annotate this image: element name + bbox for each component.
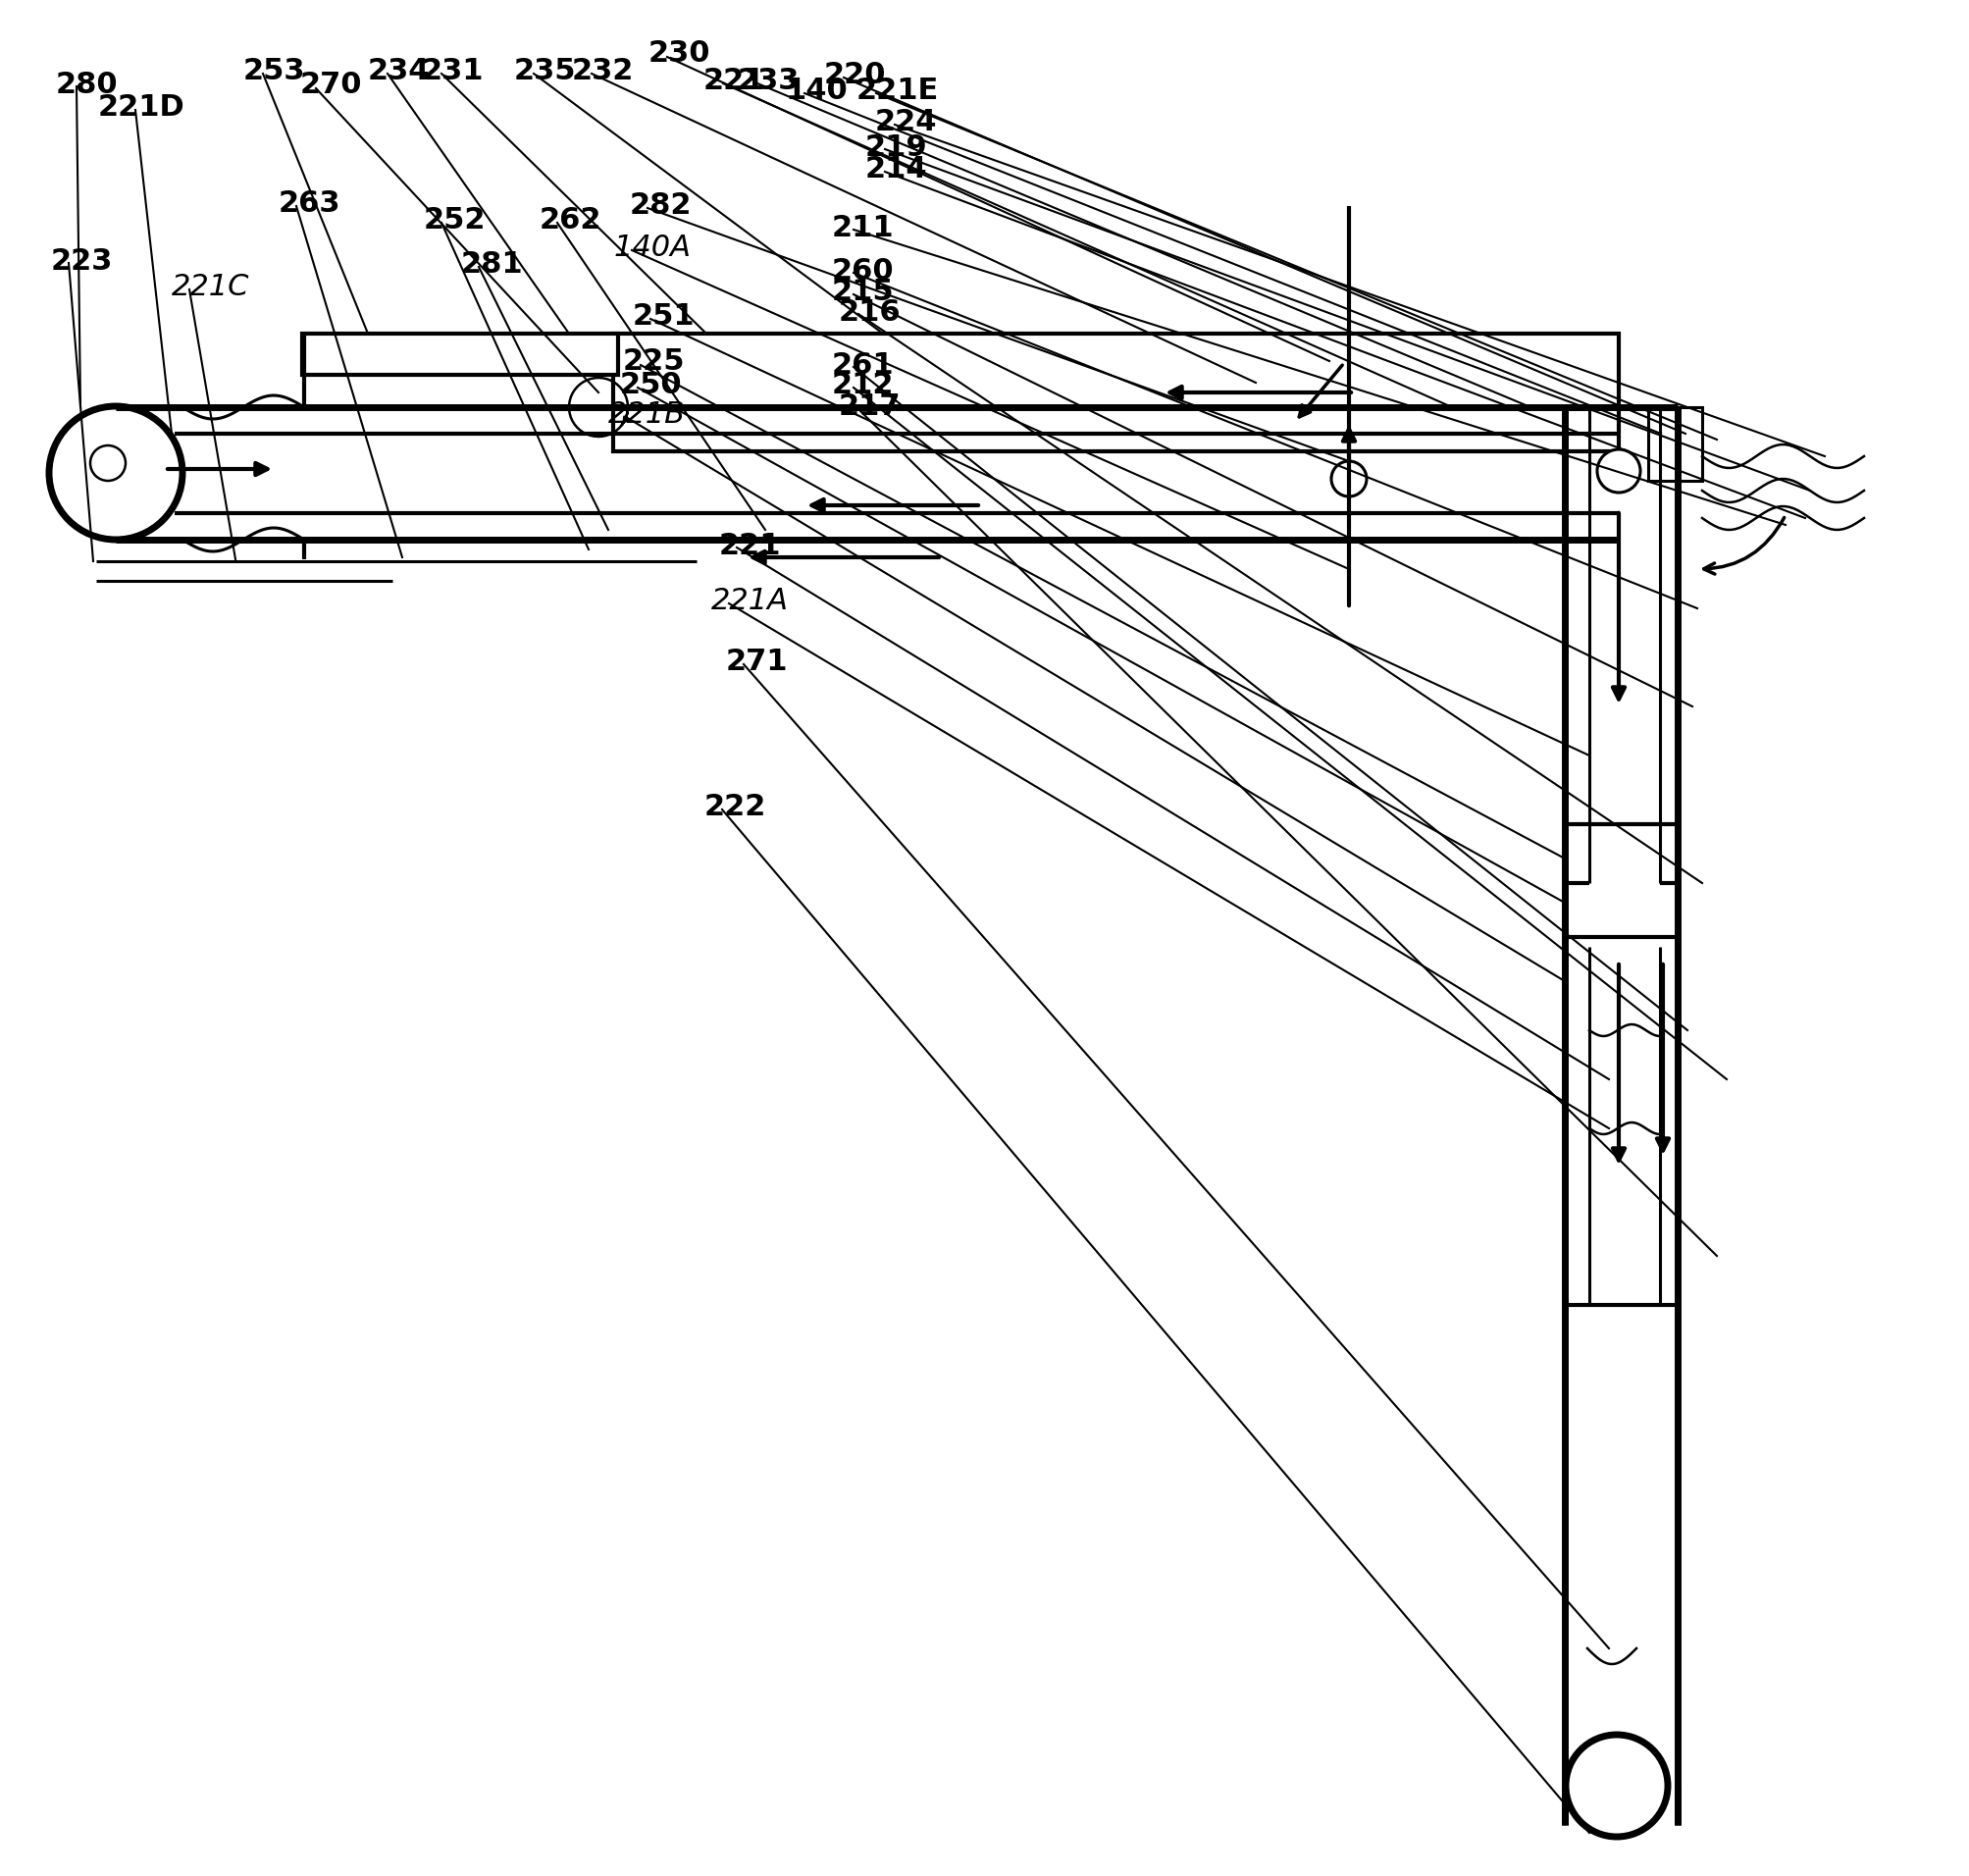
Text: 271: 271 [727, 647, 788, 675]
Text: 282: 282 [630, 191, 693, 219]
Circle shape [49, 407, 183, 540]
Text: 281: 281 [461, 250, 524, 280]
Bar [1648, 407, 1701, 480]
Text: 222: 222 [705, 794, 766, 822]
Circle shape [1565, 1735, 1668, 1837]
Text: 214: 214 [864, 156, 927, 184]
Text: 231: 231 [421, 56, 484, 86]
Text: 224: 224 [874, 109, 937, 137]
Text: 216: 216 [839, 298, 902, 326]
Text: 221: 221 [719, 531, 782, 561]
Text: 140: 140 [786, 77, 847, 105]
Text: 221E: 221E [857, 77, 939, 105]
Text: 212: 212 [833, 371, 894, 400]
Text: 220: 220 [825, 60, 886, 90]
Circle shape [1331, 461, 1366, 497]
Text: 221D: 221D [98, 94, 185, 122]
Text: 253: 253 [244, 56, 305, 86]
Circle shape [1597, 450, 1640, 493]
Text: 233: 233 [738, 68, 799, 96]
Text: 235: 235 [514, 56, 577, 86]
Text: 217: 217 [839, 392, 902, 420]
Text: 221C: 221C [171, 272, 250, 302]
Text: 234: 234 [368, 56, 429, 86]
Text: 263: 263 [280, 189, 341, 218]
Text: 232: 232 [571, 56, 634, 86]
Text: 223: 223 [51, 248, 112, 276]
Text: 251: 251 [632, 302, 695, 330]
Text: 280: 280 [55, 71, 118, 99]
Text: 262: 262 [540, 206, 603, 234]
Text: 225: 225 [622, 347, 685, 375]
Text: 260: 260 [833, 257, 894, 285]
Text: 250: 250 [620, 371, 683, 400]
Text: 261: 261 [833, 351, 894, 379]
Text: 215: 215 [833, 278, 894, 306]
Circle shape [91, 445, 126, 480]
Text: 230: 230 [648, 39, 711, 68]
Text: 211: 211 [833, 214, 894, 242]
Text: 221B: 221B [608, 400, 685, 430]
Text: 221A: 221A [711, 587, 790, 615]
Text: 270: 270 [299, 71, 362, 99]
Bar [301, 334, 618, 375]
Text: 252: 252 [423, 206, 486, 234]
Text: 140A: 140A [614, 233, 691, 263]
Bar [612, 334, 1619, 452]
Text: 219: 219 [864, 133, 927, 161]
Text: 221: 221 [703, 68, 766, 96]
